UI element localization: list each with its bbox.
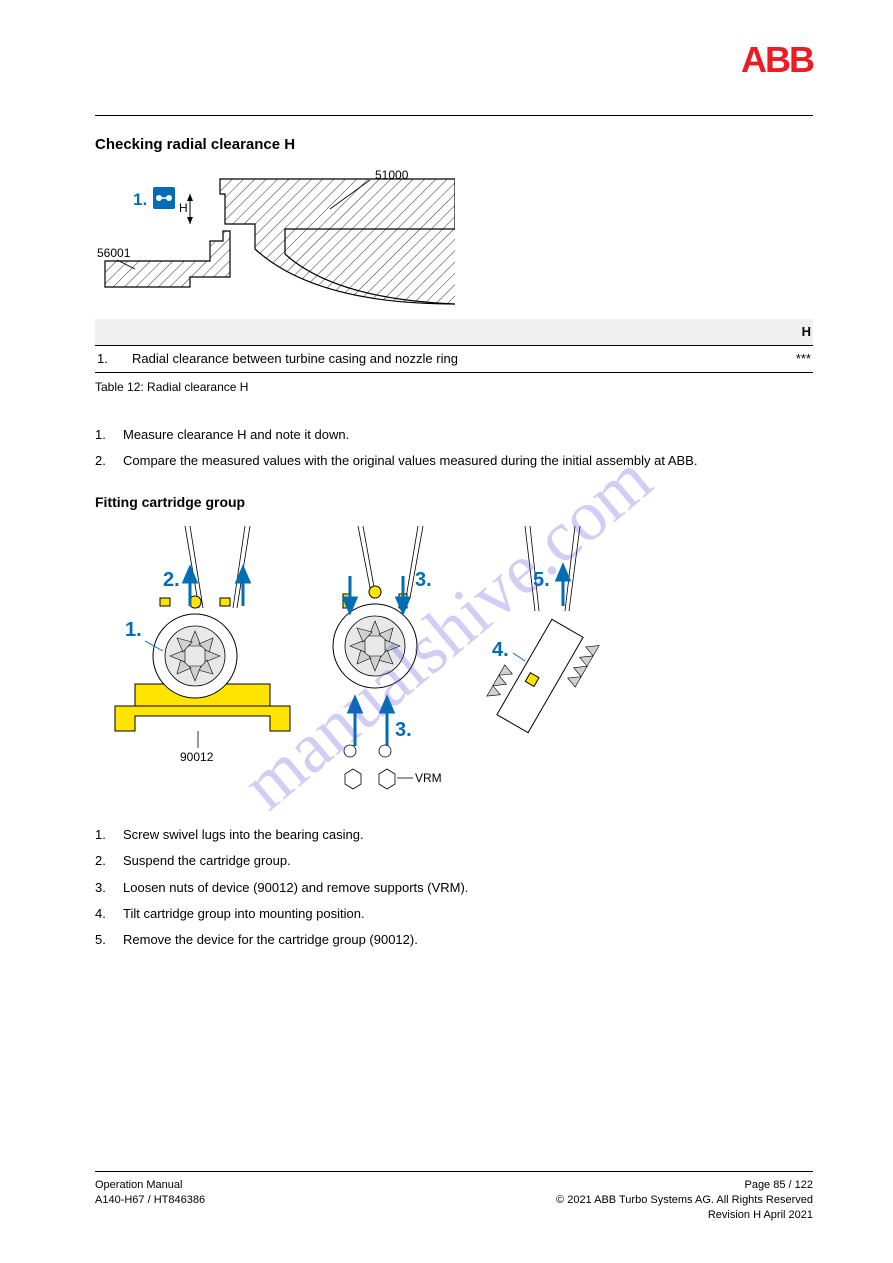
top-rule: [95, 115, 813, 116]
step-number: 2.: [95, 452, 123, 470]
step-text: Tilt cartridge group into mounting posit…: [123, 905, 365, 923]
label-90012: 90012: [180, 750, 214, 764]
footer-title: Operation Manual: [95, 1178, 205, 1193]
step-number: 3.: [95, 879, 123, 897]
step-1-label: 1.: [133, 190, 147, 209]
diagram-clearance-h: 1. H 51000 56001: [95, 169, 455, 309]
step-3a-label: 3.: [415, 569, 432, 591]
diagram-fitting-cartridge: 1. 2. 90012: [95, 526, 625, 796]
footer-copyright: © 2021 ABB Turbo Systems AG. All Rights …: [556, 1193, 813, 1208]
page-footer: Operation Manual A140-H67 / HT846386 Pag…: [95, 1171, 813, 1223]
label-51000: 51000: [375, 169, 409, 182]
label-vrm: VRM: [415, 771, 442, 785]
clearance-table: H 1. Radial clearance between turbine ca…: [95, 319, 813, 373]
step-text: Screw swivel lugs into the bearing casin…: [123, 826, 364, 844]
col-header-empty2: [130, 319, 743, 346]
step-5-label: 5.: [533, 569, 550, 591]
step-text: Loosen nuts of device (90012) and remove…: [123, 879, 468, 897]
footer-revision: Revision H April 2021: [556, 1208, 813, 1223]
cell-num: 1.: [95, 346, 130, 373]
step-text: Compare the measured values with the ori…: [123, 452, 697, 470]
list-item: 5. Remove the device for the cartridge g…: [95, 931, 813, 949]
list-item: 3. Loosen nuts of device (90012) and rem…: [95, 879, 813, 897]
section-title: Checking radial clearance H: [95, 134, 813, 155]
footer-right: Page 85 / 122 © 2021 ABB Turbo Systems A…: [556, 1178, 813, 1223]
table-caption: Table 12: Radial clearance H: [95, 379, 813, 396]
list-item: 4. Tilt cartridge group into mounting po…: [95, 905, 813, 923]
cell-val: ***: [743, 346, 813, 373]
dim-h-label: H: [179, 201, 188, 215]
page-container: ABB Checking radial clearance H 1.: [0, 0, 893, 1263]
step-number: 4.: [95, 905, 123, 923]
step-text: Measure clearance H and note it down.: [123, 426, 349, 444]
steps-check-clearance: 1. Measure clearance H and note it down.…: [95, 426, 813, 470]
list-item: 1. Measure clearance H and note it down.: [95, 426, 813, 444]
abb-logo: ABB: [741, 35, 813, 85]
table-row: 1. Radial clearance between turbine casi…: [95, 346, 813, 373]
list-item: 2. Suspend the cartridge group.: [95, 852, 813, 870]
step-number: 5.: [95, 931, 123, 949]
step-number: 1.: [95, 826, 123, 844]
step-1-label: 1.: [125, 619, 142, 641]
subsection-title: Fitting cartridge group: [95, 493, 813, 513]
col-header-empty1: [95, 319, 130, 346]
step-2-label: 2.: [163, 569, 180, 591]
step-text: Suspend the cartridge group.: [123, 852, 291, 870]
step-number: 2.: [95, 852, 123, 870]
label-56001: 56001: [97, 246, 131, 260]
step-3b-label: 3.: [395, 719, 412, 741]
step-4-label: 4.: [492, 639, 509, 661]
step-text: Remove the device for the cartridge grou…: [123, 931, 418, 949]
step-number: 1.: [95, 426, 123, 444]
footer-doc-id: A140-H67 / HT846386: [95, 1193, 205, 1208]
list-item: 2. Compare the measured values with the …: [95, 452, 813, 470]
table-header-row: H: [95, 319, 813, 346]
footer-page: Page 85 / 122: [556, 1178, 813, 1193]
steps-fitting-cartridge: 1. Screw swivel lugs into the bearing ca…: [95, 826, 813, 949]
cell-desc: Radial clearance between turbine casing …: [130, 346, 743, 373]
footer-left: Operation Manual A140-H67 / HT846386: [95, 1178, 205, 1223]
list-item: 1. Screw swivel lugs into the bearing ca…: [95, 826, 813, 844]
col-header-h: H: [743, 319, 813, 346]
